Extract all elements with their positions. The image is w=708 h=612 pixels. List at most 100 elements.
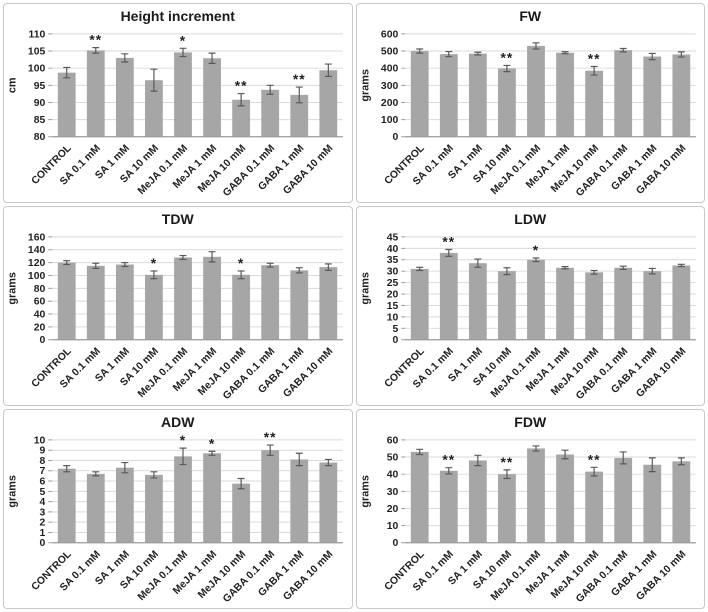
significance-marker: **	[89, 32, 102, 48]
y-tick-label: 600	[380, 29, 398, 40]
x-tick-label: GABA 0.1 mM	[574, 549, 630, 605]
panel-fdw: FDW 0 10 20 30 40 50 60 CONTROL ** SA 0.1 mM SA 1 …	[355, 409, 705, 609]
y-tick-label: 80	[34, 132, 46, 143]
bar	[497, 68, 516, 137]
bar	[232, 483, 251, 543]
y-tick-label: 200	[380, 98, 398, 109]
bar	[261, 89, 280, 137]
y-tick-label: 80	[34, 284, 46, 295]
y-tick-label: 5	[392, 324, 398, 335]
y-tick-label: 40	[34, 309, 46, 320]
bar	[145, 274, 163, 340]
bar	[86, 473, 105, 543]
y-tick-label: 8	[39, 456, 45, 467]
y-tick-label: 2	[39, 518, 45, 529]
bar	[555, 454, 574, 543]
bar	[555, 52, 574, 137]
y-axis-label: grams	[359, 69, 371, 102]
significance-marker: **	[442, 452, 455, 468]
significance-marker: **	[264, 432, 277, 445]
bar	[115, 467, 134, 543]
bar	[57, 72, 76, 137]
y-tick-label: 100	[380, 115, 398, 126]
bar	[232, 99, 251, 137]
y-tick-label: 3	[39, 507, 45, 518]
y-tick-label: 20	[34, 322, 46, 333]
bar	[671, 265, 690, 340]
significance-marker: *	[532, 242, 538, 258]
x-tick-label: GABA 0.1 mM	[221, 346, 277, 402]
bar	[115, 264, 134, 340]
bar	[555, 267, 574, 340]
y-tick-label: 35	[386, 255, 398, 266]
panel-tdw: TDW 0 20 40 60 80 100 120 140 160 CONTROL SA 0.1 m…	[3, 206, 353, 406]
chart-title: FW	[519, 8, 542, 24]
y-tick-label: 60	[386, 435, 398, 446]
bar	[642, 56, 661, 137]
y-axis-label: cm	[7, 77, 19, 93]
bar	[439, 252, 458, 340]
chart-title: Height increment	[120, 8, 235, 24]
bar	[410, 268, 429, 340]
y-tick-label: 9	[39, 446, 45, 457]
bar	[584, 471, 603, 543]
y-tick-label: 120	[28, 258, 46, 269]
panel-height-increment: Height increment 80 85 90 95 100 105 110 CONTRO…	[3, 3, 353, 203]
bar	[410, 51, 429, 137]
bar	[145, 474, 163, 543]
bar	[86, 50, 105, 137]
significance-marker: **	[587, 51, 600, 67]
y-tick-label: 95	[34, 81, 46, 92]
y-tick-label: 0	[392, 538, 398, 549]
chart-title: TDW	[161, 211, 194, 227]
y-tick-label: 10	[386, 312, 398, 323]
bar	[439, 470, 458, 543]
bar	[57, 262, 76, 340]
panel-adw: ADW 0 1 2 3 4 5 6 7 8 9 10 CONTROL SA 0.1 mM SA 1 mM S…	[3, 409, 353, 609]
bar	[261, 265, 280, 340]
y-tick-label: 60	[34, 297, 46, 308]
x-tick-label: GABA 0.1 mM	[221, 549, 277, 605]
bar	[468, 53, 487, 137]
bar	[203, 58, 221, 137]
bar	[145, 80, 163, 137]
bar	[174, 257, 192, 340]
significance-marker: *	[180, 32, 186, 48]
bar	[410, 451, 429, 543]
significance-marker: *	[238, 255, 244, 271]
y-axis-label: grams	[7, 475, 19, 508]
significance-marker: *	[209, 435, 215, 451]
significance-marker: **	[500, 454, 513, 470]
significance-marker: *	[151, 255, 157, 271]
bar	[642, 271, 661, 340]
bar	[613, 267, 632, 340]
y-tick-label: 0	[39, 538, 45, 549]
bar	[174, 52, 192, 137]
y-tick-label: 0	[392, 132, 398, 143]
bar	[584, 70, 603, 137]
y-axis-label: grams	[359, 475, 371, 508]
chart-fw: 0 100 200 300 400 500 600 CONTROL SA 0.1 mM SA 1 …	[357, 26, 705, 202]
bar	[290, 94, 309, 137]
chart-fdw: 0 10 20 30 40 50 60 CONTROL ** SA 0.1 mM SA 1 mM **…	[357, 432, 705, 608]
y-tick-label: 100	[28, 271, 46, 282]
significance-marker: **	[235, 78, 248, 94]
y-tick-label: 25	[386, 278, 398, 289]
y-axis-label: grams	[359, 272, 371, 305]
y-tick-label: 10	[34, 435, 46, 446]
y-tick-label: 0	[392, 335, 398, 346]
y-tick-label: 140	[28, 245, 46, 256]
bar	[439, 54, 458, 137]
chart-ldw: 0 5 10 15 20 25 30 35 40 45 CONTROL ** SA 0.1 mM SA 1…	[357, 229, 705, 405]
bar	[671, 461, 690, 543]
bar	[613, 457, 632, 543]
bar	[526, 448, 545, 543]
bar	[290, 459, 309, 543]
y-tick-label: 100	[28, 64, 46, 75]
significance-marker: **	[587, 451, 600, 467]
